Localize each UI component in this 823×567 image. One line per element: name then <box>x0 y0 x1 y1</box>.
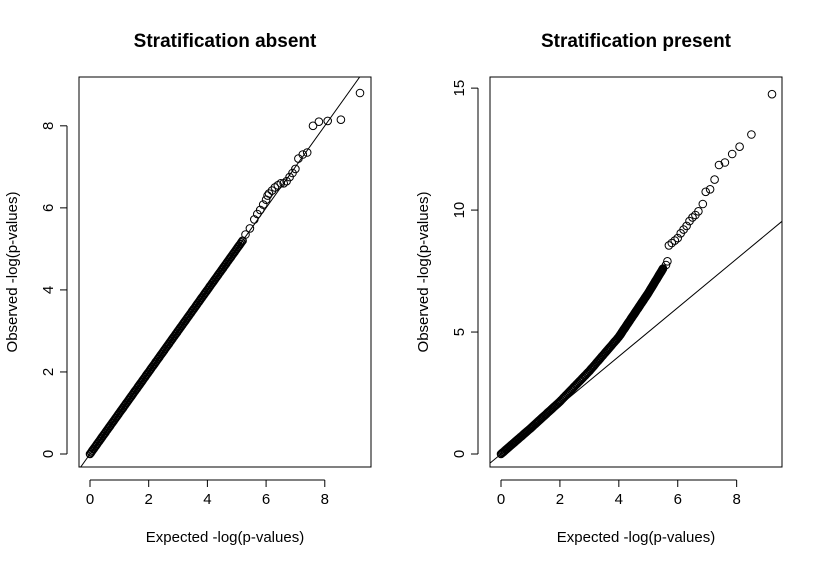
y-tick-label: 0 <box>40 450 57 458</box>
y-tick-label: 0 <box>451 450 468 458</box>
data-point <box>336 115 346 124</box>
x-tick-label: 2 <box>145 491 153 508</box>
data-point <box>250 215 259 224</box>
y-tick-label: 5 <box>451 328 468 336</box>
x-tick-label: 6 <box>674 491 682 508</box>
data-point <box>237 237 246 247</box>
data-point <box>270 183 280 192</box>
qq-plot-present: Stratification present 0 2 4 6 8 0 5 10 15 Expec… <box>415 31 783 546</box>
data-point <box>714 160 724 170</box>
data-point <box>264 189 274 198</box>
data-point <box>355 88 365 98</box>
data-point <box>302 148 312 157</box>
data-point <box>298 150 308 159</box>
qq-plot-absent: Stratification absent 0 2 4 6 8 0 2 4 6 8 Expecte… <box>4 31 372 546</box>
y-tick-label: 2 <box>40 368 57 376</box>
data-point <box>747 130 756 139</box>
data-point <box>735 142 744 151</box>
x-tick-label: 0 <box>497 491 505 508</box>
axes-absent: 0 2 4 6 8 0 2 4 6 8 <box>40 122 329 508</box>
x-tick-label: 8 <box>732 491 740 508</box>
data-point <box>323 116 333 126</box>
data-point <box>727 149 737 159</box>
data-point <box>664 241 674 250</box>
x-tick-label: 6 <box>262 491 270 508</box>
data-point <box>276 179 286 188</box>
x-tick-label: 4 <box>615 491 623 508</box>
plot-frame-absent <box>78 76 372 468</box>
dense-points-present <box>496 264 668 459</box>
y-tick-label: 10 <box>451 202 468 219</box>
y-tick-label: 15 <box>451 80 468 97</box>
x-tick-label: 2 <box>556 491 564 508</box>
data-point <box>314 117 324 126</box>
y-axis-label-absent: Observed -log(p-values) <box>4 192 21 353</box>
data-point <box>661 260 671 270</box>
data-point <box>710 175 719 184</box>
data-marks-absent <box>80 77 365 467</box>
data-point <box>267 186 277 195</box>
data-point <box>279 179 289 188</box>
data-point <box>667 238 677 248</box>
plot-frame-present <box>489 76 783 468</box>
data-point <box>694 207 703 216</box>
data-point <box>308 121 318 131</box>
data-point <box>670 236 680 245</box>
data-point <box>701 187 711 197</box>
data-point <box>688 213 697 222</box>
data-point <box>673 233 683 243</box>
data-point <box>698 199 708 209</box>
data-point <box>705 185 715 194</box>
axes-present: 0 2 4 6 8 0 5 10 15 <box>451 80 741 508</box>
data-point <box>767 89 777 99</box>
dense-points-absent <box>85 236 247 459</box>
x-axis-label-absent: Expected -log(p-values) <box>146 529 304 546</box>
data-point <box>263 191 272 200</box>
data-point <box>291 164 300 174</box>
data-point <box>720 158 730 167</box>
x-axis-label-present: Expected -log(p-values) <box>557 529 715 546</box>
y-axis-label-present: Observed -log(p-values) <box>415 192 432 353</box>
data-marks-present <box>490 89 782 464</box>
chart-title-present: Stratification present <box>541 31 732 52</box>
y-tick-label: 4 <box>40 286 57 294</box>
data-point <box>682 221 691 231</box>
chart-title-absent: Stratification absent <box>134 31 317 52</box>
data-point <box>241 230 250 239</box>
data-point <box>255 205 265 215</box>
data-point <box>663 257 672 266</box>
data-point <box>258 200 268 209</box>
x-tick-label: 0 <box>86 491 94 508</box>
data-point <box>245 224 255 233</box>
y-tick-label: 6 <box>40 204 57 212</box>
x-tick-label: 4 <box>203 491 211 508</box>
x-tick-label: 8 <box>321 491 329 508</box>
y-tick-label: 8 <box>40 122 57 130</box>
